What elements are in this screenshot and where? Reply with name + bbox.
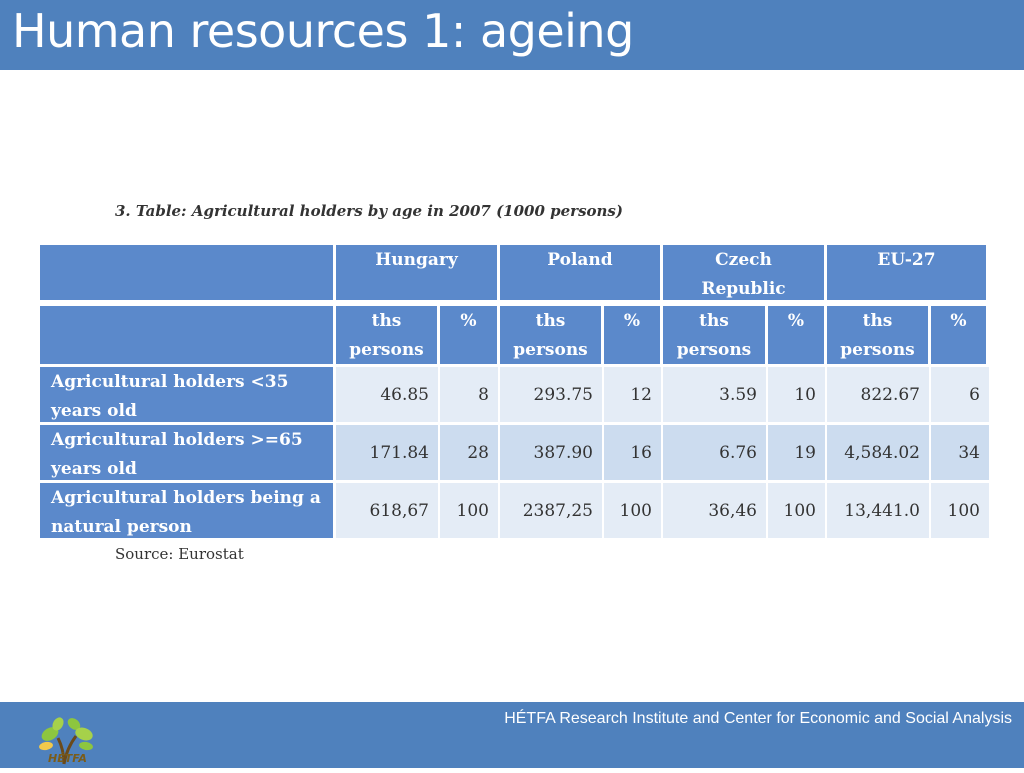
table-cell: 19 [768,425,825,480]
subheader-cell-line: ths [862,311,893,331]
subheader-cell-line: % [950,311,967,331]
country-header-3-line: Republic [701,279,786,299]
country-header-1-line: Hungary [375,250,458,270]
row-label-line: Agricultural holders being a [51,488,321,508]
table-cell: 171.84 [336,425,438,480]
subheader-cell: ths persons [663,306,765,364]
table-cell: 6 [931,367,989,422]
subheader-cell-line: persons [840,340,915,360]
table-cell: 36,46 [663,483,766,538]
slide-footer: HÉTFA HÉTFA Research Institute and Cente… [0,702,1024,768]
row-label-line: years old [51,401,137,421]
table-cell: 8 [440,367,498,422]
country-header-4: EU-27 [827,245,986,300]
subheader-cell: ths persons [827,306,928,364]
row-label-line: natural person [51,517,192,537]
table-caption: 3. Table: Agricultural holders by age in… [115,202,623,220]
table-cell: 822.67 [827,367,929,422]
subheader-cell: % [440,306,497,364]
row-label: Agricultural holders being a natural pers… [40,483,333,538]
table-cell: 16 [604,425,661,480]
table-cell: 2387,25 [500,483,602,538]
table-cell: 100 [440,483,498,538]
logo-text: HÉTFA [48,752,87,765]
subheader-cell: % [604,306,660,364]
table-cell: 100 [604,483,661,538]
country-header-3-line: Czech [715,250,772,270]
table-cell: 293.75 [500,367,602,422]
subheader-cell: ths persons [500,306,601,364]
table-cell: 100 [768,483,825,538]
subheader-cell-line: % [623,311,641,331]
table-cell: 10 [768,367,825,422]
corner-header-cell [40,245,333,300]
country-header-4-line: EU-27 [877,250,936,270]
subheader-cell-line: ths [535,311,566,331]
subheader-cell: % [931,306,986,364]
row-label-line: Agricultural holders <35 [51,372,289,392]
country-header-3: Czech Republic [663,245,824,300]
table-cell: 46.85 [336,367,438,422]
subheader-cell-line: % [787,311,805,331]
table-cell: 387.90 [500,425,602,480]
subheader-corner-cell [40,306,333,364]
subheader-cell-line: ths [699,311,729,331]
table-cell: 34 [931,425,989,480]
subheader-cell: ths persons [336,306,437,364]
table-cell: 3.59 [663,367,766,422]
table-cell: 13,441.0 [827,483,929,538]
slide-header: Human resources 1: ageing [0,0,1024,70]
table-cell: 28 [440,425,498,480]
subheader-cell: % [768,306,824,364]
country-header-2-line: Poland [547,250,613,270]
subheader-cell-line: ths [371,311,402,331]
table-cell: 4,584.02 [827,425,929,480]
row-label-line: years old [51,459,137,479]
row-label: Agricultural holders >=65 years old [40,425,333,480]
subheader-cell-line: persons [676,340,752,360]
country-header-1: Hungary [336,245,497,300]
table-source: Source: Eurostat [115,545,244,563]
table-cell: 6.76 [663,425,766,480]
footer-text: HÉTFA Research Institute and Center for … [504,710,1012,727]
hetfa-tree-logo-icon: HÉTFA [34,714,100,768]
subheader-cell-line: persons [513,340,588,360]
country-header-2: Poland [500,245,660,300]
subheader-cell-line: % [460,311,477,331]
subheader-cell-line: persons [349,340,424,360]
row-label-line: Agricultural holders >=65 [51,430,303,450]
slide-title: Human resources 1: ageing [12,4,634,58]
table-cell: 12 [604,367,661,422]
table-cell: 100 [931,483,989,538]
table-cell: 618,67 [336,483,438,538]
row-label: Agricultural holders <35 years old [40,367,333,422]
